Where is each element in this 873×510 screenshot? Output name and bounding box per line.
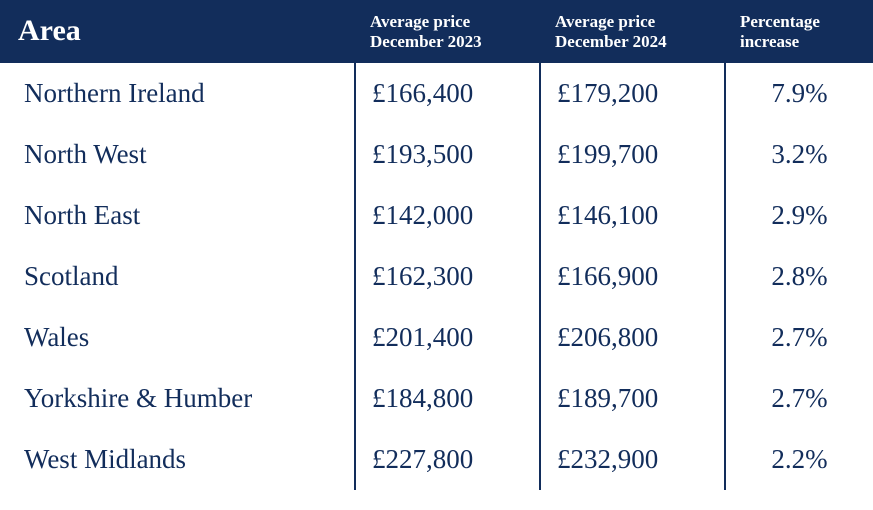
header-pct-l1: Percentage: [740, 12, 820, 31]
header-pct-l2: increase: [740, 32, 799, 51]
table-row: Wales £201,400 £206,800 2.7%: [0, 307, 873, 368]
header-price-2024-l2: December 2024: [555, 32, 667, 51]
cell-price-2024: £206,800: [540, 307, 725, 368]
cell-pct: 2.9%: [725, 185, 873, 246]
table-row: North West £193,500 £199,700 3.2%: [0, 124, 873, 185]
header-price-2023: Average price December 2023: [355, 0, 540, 63]
cell-price-2024: £166,900: [540, 246, 725, 307]
cell-price-2024: £146,100: [540, 185, 725, 246]
cell-price-2023: £184,800: [355, 368, 540, 429]
header-price-2023-l1: Average price: [370, 12, 470, 31]
cell-pct: 7.9%: [725, 63, 873, 124]
header-pct: Percentage increase: [725, 0, 873, 63]
cell-area: Wales: [0, 307, 355, 368]
table-row: Northern Ireland £166,400 £179,200 7.9%: [0, 63, 873, 124]
table-row: North East £142,000 £146,100 2.9%: [0, 185, 873, 246]
header-price-2023-l2: December 2023: [370, 32, 482, 51]
header-price-2024: Average price December 2024: [540, 0, 725, 63]
cell-price-2023: £227,800: [355, 429, 540, 490]
cell-price-2023: £193,500: [355, 124, 540, 185]
cell-area: North West: [0, 124, 355, 185]
cell-area: Scotland: [0, 246, 355, 307]
header-area: Area: [0, 0, 355, 63]
cell-area: North East: [0, 185, 355, 246]
cell-area: Northern Ireland: [0, 63, 355, 124]
table-row: Scotland £162,300 £166,900 2.8%: [0, 246, 873, 307]
table-row: Yorkshire & Humber £184,800 £189,700 2.7…: [0, 368, 873, 429]
cell-pct: 2.7%: [725, 307, 873, 368]
cell-pct: 3.2%: [725, 124, 873, 185]
cell-price-2023: £142,000: [355, 185, 540, 246]
cell-price-2023: £166,400: [355, 63, 540, 124]
cell-price-2023: £162,300: [355, 246, 540, 307]
cell-price-2024: £199,700: [540, 124, 725, 185]
header-price-2024-l1: Average price: [555, 12, 655, 31]
cell-price-2024: £179,200: [540, 63, 725, 124]
cell-pct: 2.8%: [725, 246, 873, 307]
cell-price-2024: £232,900: [540, 429, 725, 490]
cell-pct: 2.2%: [725, 429, 873, 490]
header-row: Area Average price December 2023 Average…: [0, 0, 873, 63]
price-table: Area Average price December 2023 Average…: [0, 0, 873, 490]
cell-pct: 2.7%: [725, 368, 873, 429]
cell-price-2024: £189,700: [540, 368, 725, 429]
cell-area: West Midlands: [0, 429, 355, 490]
cell-area: Yorkshire & Humber: [0, 368, 355, 429]
table-row: West Midlands £227,800 £232,900 2.2%: [0, 429, 873, 490]
cell-price-2023: £201,400: [355, 307, 540, 368]
table-body: Northern Ireland £166,400 £179,200 7.9% …: [0, 63, 873, 490]
